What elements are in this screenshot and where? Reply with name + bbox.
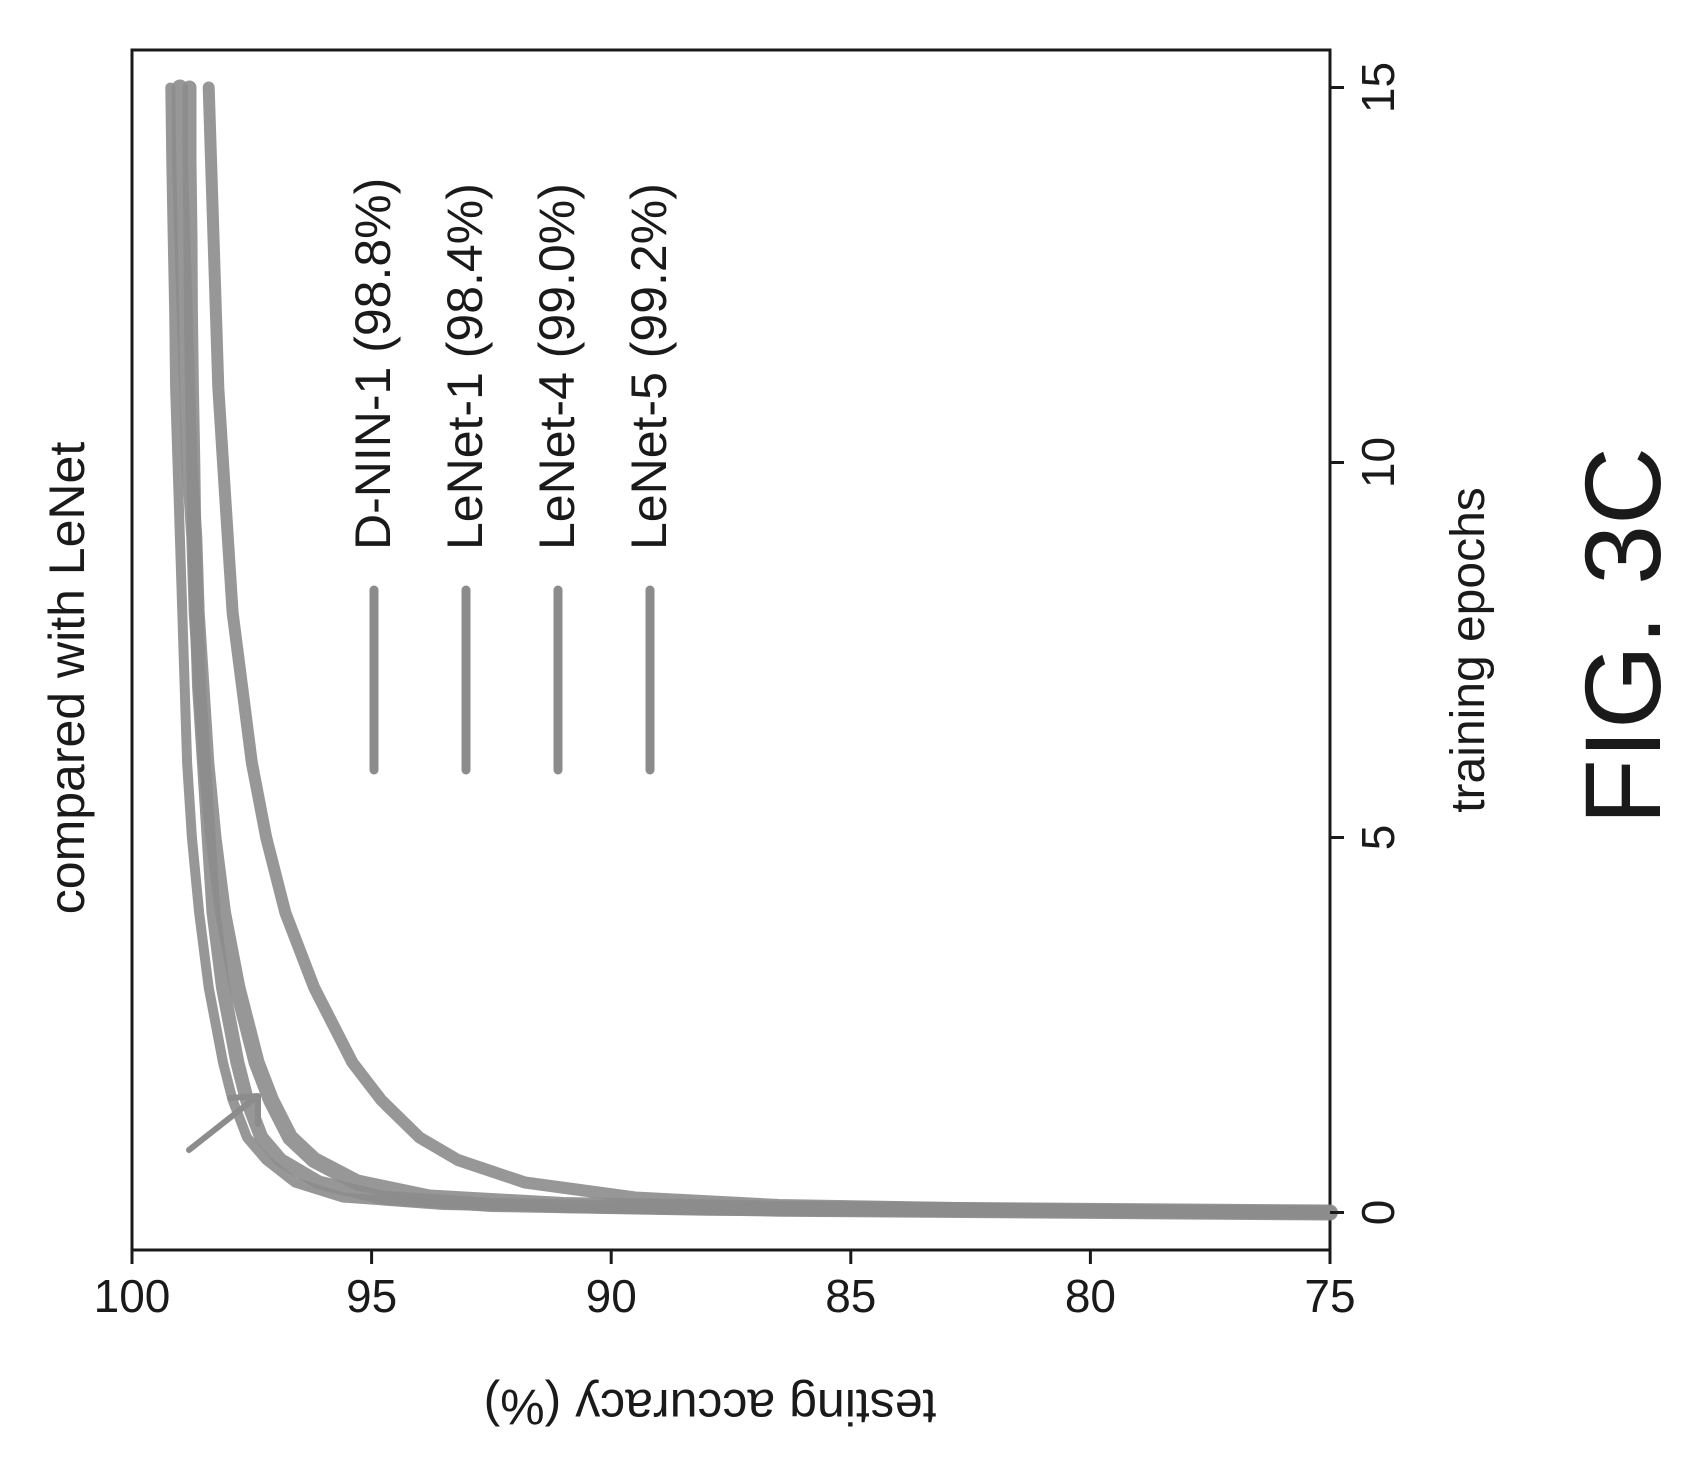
legend-entry-4: LeNet-5 (99.2%) bbox=[621, 183, 677, 550]
series-line-4 bbox=[165, 82, 1335, 1218]
x-tick-label: 0 bbox=[1352, 1200, 1404, 1226]
y-tick-label: 90 bbox=[586, 1270, 637, 1322]
series-layer bbox=[165, 79, 1338, 1221]
x-tick-label: 15 bbox=[1352, 62, 1404, 113]
legend-entry-1: D-NIN-1 (98.8%) bbox=[345, 178, 401, 550]
y-tick-label: 85 bbox=[825, 1270, 876, 1322]
x-axis-label: training epochs bbox=[1442, 487, 1495, 813]
legend-entry-3: LeNet-4 (99.0%) bbox=[529, 183, 585, 550]
y-tick-label: 100 bbox=[94, 1270, 171, 1322]
figure-label: FIG. 3C bbox=[1562, 447, 1681, 825]
y-tick-label: 95 bbox=[346, 1270, 397, 1322]
x-tick-label: 5 bbox=[1352, 825, 1404, 851]
legend-entry-2: LeNet-1 (98.4%) bbox=[437, 183, 493, 550]
x-axis: 0 5 10 15 bbox=[1330, 62, 1404, 1225]
annotation-arrow bbox=[186, 1093, 261, 1153]
series-line-3 bbox=[171, 79, 1338, 1221]
legend: D-NIN-1 (98.8%) LeNet-1 (98.4%) LeNet-4 (9… bbox=[345, 178, 677, 775]
y-axis-label: testing accuracy (%) bbox=[484, 1379, 937, 1435]
plot-frame bbox=[130, 48, 1332, 1252]
plot-area: D-NIN-1 (98.8%) LeNet-1 (98.4%) LeNet-4 (9… bbox=[130, 48, 1338, 1252]
y-tick-label: 75 bbox=[1304, 1270, 1355, 1322]
x-tick-label: 10 bbox=[1352, 437, 1404, 488]
chart: compared with LeNet D-NIN-1 (98.8%) LeNet… bbox=[39, 48, 1681, 1322]
chart-title: compared with LeNet bbox=[39, 442, 95, 915]
y-axis: 75 80 85 90 95 100 bbox=[94, 1250, 1356, 1322]
series-line-2 bbox=[202, 81, 1336, 1219]
y-tick-label: 80 bbox=[1065, 1270, 1116, 1322]
